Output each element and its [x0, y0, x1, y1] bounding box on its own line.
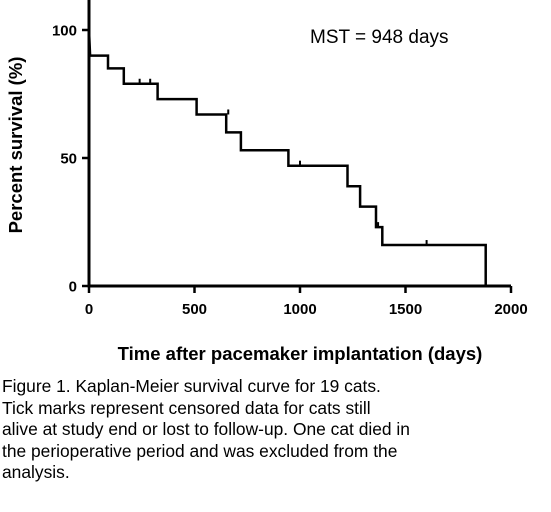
y-tick-label: 100 [52, 23, 77, 40]
y-axis-label: Percent survival (%) [5, 57, 26, 234]
chart-series [87, 29, 487, 286]
x-tick-label: 2000 [494, 301, 527, 318]
x-tick-label: 0 [85, 301, 93, 318]
chart-axes: 0 500 1000 1500 2000 0 50 100 [52, 0, 528, 318]
survival-chart: 0 500 1000 1500 2000 0 50 100 Percent survival … [5, 0, 528, 364]
x-tick-label: 1000 [283, 301, 316, 318]
x-tick-label: 500 [182, 301, 207, 318]
y-tick-label: 0 [69, 279, 77, 296]
caption-line: analysis. [2, 462, 70, 483]
x-axis-label: Time after pacemaker implantation (days) [118, 343, 483, 364]
caption-line: alive at study end or lost to follow-up.… [2, 419, 410, 440]
x-tick-label: 1500 [389, 301, 422, 318]
caption-line: the perioperative period and was exclude… [2, 440, 398, 461]
caption-line: Tick marks represent censored data for c… [2, 397, 371, 418]
caption-line: Figure 1. Kaplan-Meier survival curve fo… [2, 376, 381, 396]
survival-curve [87, 29, 487, 286]
y-tick-label: 50 [60, 151, 77, 168]
mst-annotation: MST = 948 days [310, 27, 449, 48]
figure-caption: Figure 1. Kaplan-Meier survival curve fo… [2, 376, 550, 484]
